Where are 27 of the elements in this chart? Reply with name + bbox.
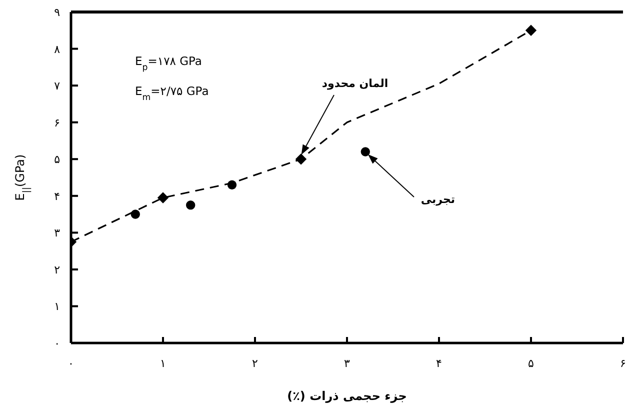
point — [130, 210, 140, 219]
x-axis-title: جزء حجمی ذرات (٪) — [287, 389, 407, 403]
y-tick-label: ۱ — [54, 300, 60, 314]
x-tick-label: ۵ — [528, 357, 534, 370]
annotation: تجربی — [420, 193, 456, 206]
y-tick-label: ۰ — [54, 337, 60, 350]
x-tick-label: ۶ — [620, 357, 626, 370]
y-tick-label: ۶ — [54, 116, 60, 130]
y-tick-label: ۹ — [54, 6, 60, 19]
x-tick-label: ۳ — [344, 357, 350, 370]
x-tick-label: ۲ — [252, 357, 258, 370]
point — [360, 147, 370, 156]
point — [227, 180, 237, 190]
point — [525, 24, 537, 36]
annotation: المان محدود — [322, 77, 388, 90]
y-tick-label: ۲ — [54, 263, 60, 276]
x-tick-label: ۴ — [436, 357, 442, 370]
y-tick-label: ۳ — [54, 226, 60, 240]
y-tick-label: ۵ — [54, 153, 60, 166]
point — [186, 200, 196, 210]
point — [157, 192, 169, 204]
y-tick-label: ۷ — [54, 80, 60, 93]
y-tick-label: ۸ — [54, 42, 60, 56]
x-tick-label: ۱ — [160, 357, 166, 370]
x-tick-label: ۰ — [68, 357, 74, 370]
point — [295, 154, 307, 165]
y-tick-label: ۴ — [54, 190, 60, 203]
